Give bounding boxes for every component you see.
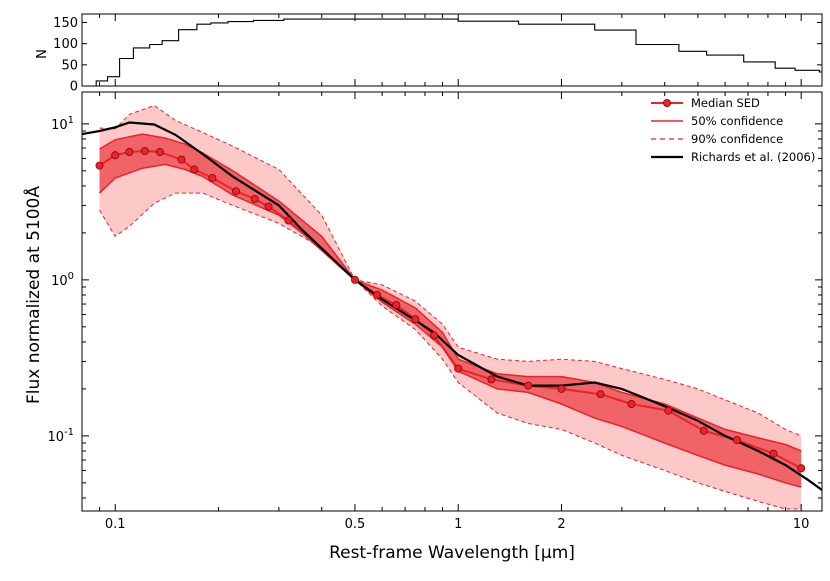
histogram-step-line bbox=[82, 18, 822, 87]
x-axis-label: Rest-frame Wavelength [μm] bbox=[329, 543, 575, 563]
median-sed-point bbox=[411, 315, 420, 324]
sed-panel: 0.1 0.5 1 2 10 101 100 10-1 bbox=[47, 91, 823, 532]
x-tick-label: 1 bbox=[454, 517, 462, 532]
legend-label: Median SED bbox=[691, 96, 760, 110]
median-sed-point bbox=[350, 275, 359, 284]
y-tick-label: 10-1 bbox=[47, 427, 74, 445]
histogram-y-axis-label: N bbox=[35, 49, 50, 59]
median-sed-point bbox=[177, 155, 186, 164]
x-tick-label: 2 bbox=[557, 517, 565, 532]
histogram-y-tick-label: 50 bbox=[61, 58, 78, 73]
median-sed-point bbox=[429, 331, 438, 340]
median-sed-point bbox=[487, 375, 496, 384]
histogram-y-tick-label: 0 bbox=[70, 80, 78, 95]
median-sed-point bbox=[596, 390, 605, 399]
band-50-upper-line bbox=[99, 133, 802, 452]
median-sed-point bbox=[155, 147, 164, 156]
median-sed-point bbox=[231, 187, 240, 196]
y-tick-label: 100 bbox=[51, 271, 74, 289]
legend: Median SED 50% confidence 90% confidence Ri… bbox=[651, 96, 815, 164]
histogram-frame bbox=[81, 13, 823, 87]
legend-label: 90% confidence bbox=[691, 132, 783, 146]
x-tick-label: 10 bbox=[793, 517, 810, 532]
median-sed-point bbox=[373, 290, 382, 299]
histogram-panel: 0 50 100 150 bbox=[53, 13, 823, 95]
median-sed-point bbox=[264, 202, 273, 211]
median-sed-point bbox=[190, 165, 199, 174]
x-tick-label: 0.1 bbox=[105, 517, 126, 532]
legend-marker-median bbox=[663, 99, 672, 108]
band-90-lower-line bbox=[99, 192, 802, 510]
legend-label: 50% confidence bbox=[691, 114, 783, 128]
median-sed-point bbox=[140, 146, 149, 155]
median-sed-point bbox=[454, 364, 463, 373]
median-sed-point bbox=[769, 449, 778, 458]
y-axis-label: Flux normalized at 5100Å bbox=[22, 186, 44, 404]
histogram-y-tick-label: 100 bbox=[53, 37, 78, 52]
median-sed-point bbox=[111, 151, 120, 160]
band-50-fill bbox=[99, 134, 802, 487]
median-sed-point bbox=[627, 399, 636, 408]
median-sed-point bbox=[95, 161, 104, 170]
median-sed-point bbox=[733, 436, 742, 445]
median-sed-point bbox=[557, 384, 566, 393]
x-tick-label: 0.5 bbox=[345, 517, 366, 532]
median-sed-point bbox=[125, 147, 134, 156]
median-sed-point bbox=[250, 194, 259, 203]
legend-label: Richards et al. (2006) bbox=[691, 150, 815, 164]
median-sed-point bbox=[664, 406, 673, 415]
median-sed-point bbox=[797, 464, 806, 473]
median-sed-line bbox=[98, 149, 802, 470]
median-sed-point bbox=[208, 173, 217, 182]
median-sed-point bbox=[284, 216, 293, 225]
plot-area bbox=[82, 104, 822, 510]
median-sed-point bbox=[699, 426, 708, 435]
median-sed-point bbox=[524, 381, 533, 390]
median-sed-point bbox=[392, 300, 401, 309]
main-frame bbox=[81, 91, 823, 512]
y-tick-label: 101 bbox=[51, 115, 74, 133]
histogram-y-tick-label: 150 bbox=[53, 16, 78, 31]
